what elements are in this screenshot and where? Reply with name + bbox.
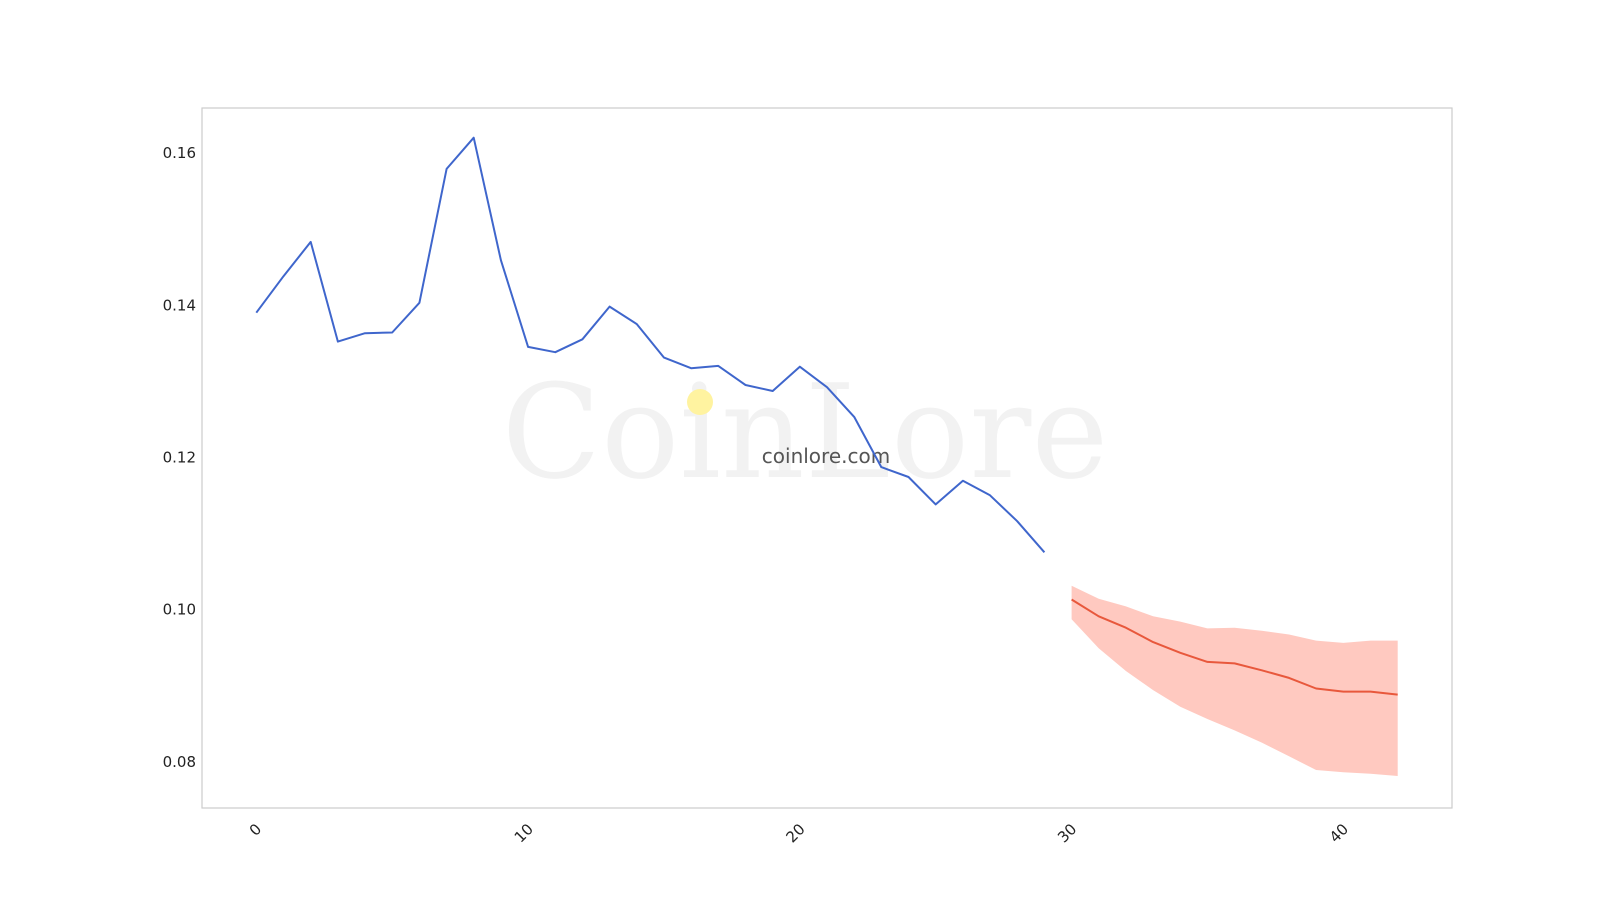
history-price-line: [255, 136, 1046, 553]
x-tick-label: 20: [782, 820, 808, 846]
x-axis: 0 10 20 30 40: [246, 820, 1352, 846]
x-tick-label: 0: [246, 820, 265, 839]
y-tick-label: 0.16: [163, 144, 196, 162]
watermark-logo-text: CoinLore: [502, 356, 1109, 508]
x-tick-label: 40: [1326, 820, 1352, 846]
forecast-price-line: [1071, 598, 1398, 696]
y-tick-label: 0.10: [163, 601, 196, 619]
x-tick-label: 30: [1054, 820, 1080, 846]
y-tick-label: 0.08: [163, 753, 196, 771]
y-axis: 0.08 0.10 0.12 0.14 0.16: [163, 144, 196, 771]
series-layer: [255, 136, 1398, 776]
watermark-site-text: coinlore.com: [762, 444, 890, 468]
watermark-dot: [687, 389, 713, 415]
y-tick-label: 0.12: [163, 449, 196, 467]
plot-frame: [201, 107, 1453, 809]
watermark: CoinLore coinlore.com: [502, 356, 1109, 508]
forecast-confidence-band: [1071, 585, 1398, 776]
y-tick-label: 0.14: [163, 296, 196, 314]
x-tick-label: 10: [511, 820, 537, 846]
